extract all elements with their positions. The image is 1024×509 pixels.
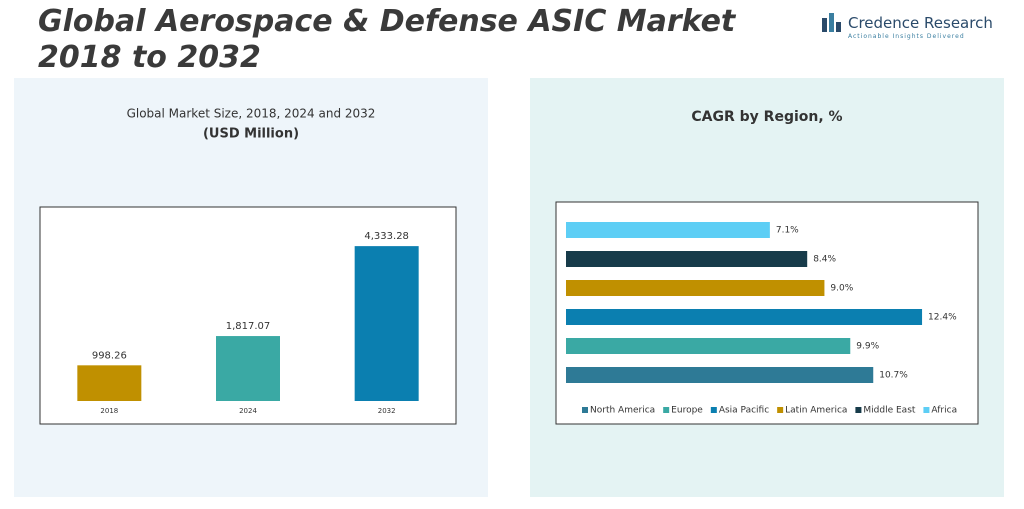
legend-swatch [710,407,717,413]
value-label: 998.26 [92,350,127,361]
x-tick-label: 2032 [378,407,396,415]
x-tick-label: 2024 [239,407,257,415]
tagline: Actionable Insights Delivered [848,33,965,40]
value-label: 8.4% [813,255,836,265]
legend-label: Asia Pacific [719,406,769,416]
bar [216,336,280,401]
value-label: 9.0% [830,284,853,294]
x-tick-label: 2018 [100,407,118,415]
legend-label: Europe [671,406,703,416]
value-label: 10.7% [879,371,908,381]
value-label: 12.4% [928,313,957,323]
legend-swatch [855,407,862,413]
bar [566,309,923,325]
legend-swatch [582,407,588,413]
legend-swatch [923,407,930,413]
legend-label: Middle East [863,406,915,416]
legend-label: Latin America [785,406,847,416]
value-label: 7.1% [776,226,799,236]
value-label: 1,817.07 [226,321,271,332]
legend-swatch [663,407,670,413]
legend-swatch [777,407,784,413]
bar [77,365,142,401]
bar [566,338,851,354]
chart-subtitle: Global Market Size, 2018, 2024 and 2032 [127,107,376,121]
bar [566,280,825,296]
brand: Credence Research [848,14,993,32]
value-label: 9.9% [856,342,879,352]
legend-label: Africa [931,406,957,416]
legend-label: North America [590,406,655,416]
chart-title: (USD Million) [203,127,299,142]
logo-icon [822,13,841,32]
bar [566,367,874,383]
bar [566,251,808,267]
bar [566,222,770,238]
chart-title: CAGR by Region, % [691,109,842,125]
value-label: 4,333.28 [364,231,409,242]
bar [354,246,419,401]
page-title: Global Aerospace & Defense ASIC Market 2… [38,4,736,75]
